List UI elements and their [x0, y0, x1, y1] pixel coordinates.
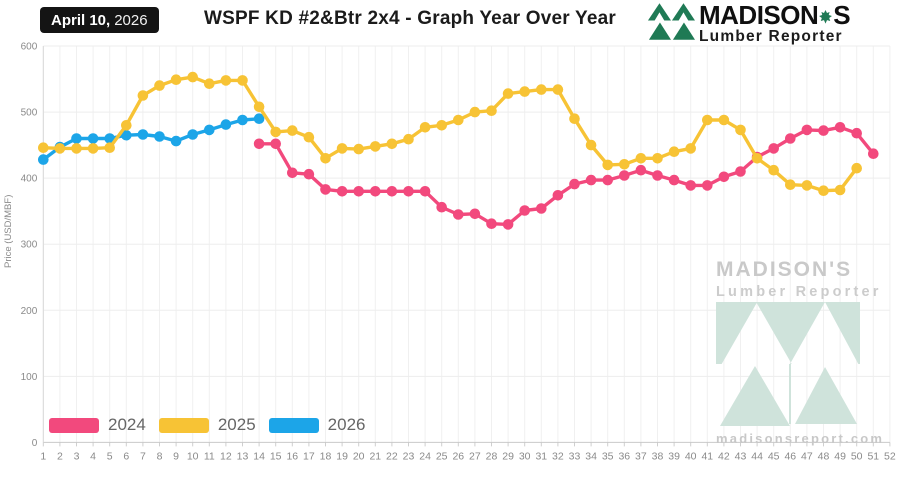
legend-label-2026: 2026 — [327, 415, 366, 434]
legend-label-2024: 2024 — [108, 415, 146, 434]
svg-text:50: 50 — [851, 450, 863, 462]
svg-text:200: 200 — [21, 306, 38, 317]
svg-text:10: 10 — [187, 450, 199, 462]
date-badge: April 10, 2026 — [40, 7, 159, 33]
svg-text:46: 46 — [784, 450, 796, 462]
svg-text:45: 45 — [768, 450, 780, 462]
svg-text:9: 9 — [173, 450, 179, 462]
svg-text:35: 35 — [602, 450, 614, 462]
svg-text:4: 4 — [90, 450, 96, 462]
date-badge-year: 2026 — [114, 11, 148, 29]
svg-text:600: 600 — [21, 42, 38, 53]
svg-text:47: 47 — [801, 450, 813, 462]
svg-text:23: 23 — [403, 450, 415, 462]
svg-text:42: 42 — [718, 450, 730, 462]
svg-text:44: 44 — [751, 450, 763, 462]
svg-text:34: 34 — [585, 450, 597, 462]
svg-text:6: 6 — [123, 450, 129, 462]
svg-text:26: 26 — [452, 450, 464, 462]
svg-text:Price (USD/MBF): Price (USD/MBF) — [3, 195, 14, 268]
svg-text:18: 18 — [320, 450, 332, 462]
svg-text:500: 500 — [21, 108, 38, 119]
svg-text:19: 19 — [336, 450, 348, 462]
svg-text:100: 100 — [21, 372, 38, 383]
watermark-url: madisonsreport.com — [716, 431, 885, 446]
svg-text:25: 25 — [436, 450, 448, 462]
svg-text:300: 300 — [21, 240, 38, 251]
maple-leaf-icon — [819, 2, 833, 28]
svg-text:49: 49 — [834, 450, 846, 462]
brand-name: MADISON S — [699, 0, 851, 30]
svg-text:37: 37 — [635, 450, 647, 462]
svg-text:39: 39 — [668, 450, 680, 462]
svg-text:400: 400 — [21, 174, 38, 185]
svg-text:48: 48 — [818, 450, 830, 462]
svg-text:13: 13 — [237, 450, 249, 462]
svg-text:1: 1 — [40, 450, 46, 462]
svg-text:32: 32 — [552, 450, 564, 462]
svg-text:21: 21 — [369, 450, 381, 462]
svg-text:2: 2 — [57, 450, 63, 462]
chart-legend: 2024 2025 2026 — [49, 415, 378, 435]
svg-text:24: 24 — [419, 450, 431, 462]
svg-text:33: 33 — [569, 450, 581, 462]
svg-text:22: 22 — [386, 450, 398, 462]
legend-swatch-2025 — [158, 417, 209, 433]
watermark: MADISON'S Lumber Reporter madisonsreport… — [716, 258, 885, 446]
brand-subtitle: Lumber Reporter — [699, 28, 843, 45]
svg-text:7: 7 — [140, 450, 146, 462]
legend-item-2025[interactable]: 2025 — [158, 415, 260, 435]
svg-text:36: 36 — [618, 450, 630, 462]
svg-text:40: 40 — [685, 450, 697, 462]
watermark-brand-subtitle: Lumber Reporter — [716, 284, 882, 300]
legend-item-2026[interactable]: 2026 — [268, 415, 370, 435]
svg-text:28: 28 — [486, 450, 498, 462]
svg-text:30: 30 — [519, 450, 531, 462]
svg-text:41: 41 — [701, 450, 713, 462]
brand-logo: MADISON S Lumber Reporter — [647, 0, 851, 45]
watermark-triangles-logo — [716, 302, 860, 426]
legend-item-2024[interactable]: 2024 — [49, 415, 150, 435]
svg-text:8: 8 — [157, 450, 163, 462]
svg-text:16: 16 — [286, 450, 298, 462]
brand-name-right: S — [833, 0, 851, 30]
svg-text:43: 43 — [735, 450, 747, 462]
brand-name-left: MADISON — [699, 0, 819, 30]
svg-text:52: 52 — [884, 450, 896, 462]
svg-text:27: 27 — [469, 450, 481, 462]
svg-text:5: 5 — [107, 450, 113, 462]
svg-text:51: 51 — [867, 450, 879, 462]
svg-text:14: 14 — [253, 450, 265, 462]
svg-text:20: 20 — [353, 450, 365, 462]
brand-triangles-icon — [647, 3, 695, 40]
svg-text:31: 31 — [535, 450, 547, 462]
legend-swatch-2024 — [49, 417, 99, 433]
svg-text:15: 15 — [270, 450, 282, 462]
svg-text:12: 12 — [220, 450, 232, 462]
legend-swatch-2026 — [268, 417, 319, 433]
date-badge-date: April 10, — [51, 11, 111, 29]
svg-text:17: 17 — [303, 450, 315, 462]
svg-text:11: 11 — [204, 450, 215, 462]
svg-text:0: 0 — [32, 438, 38, 449]
svg-text:3: 3 — [74, 450, 80, 462]
legend-label-2025: 2025 — [217, 415, 256, 434]
watermark-brand-name: MADISON'S — [716, 258, 853, 281]
svg-text:29: 29 — [502, 450, 514, 462]
svg-text:38: 38 — [652, 450, 664, 462]
page-title: WSPF KD #2&Btr 2x4 - Graph Year Over Yea… — [204, 8, 616, 29]
